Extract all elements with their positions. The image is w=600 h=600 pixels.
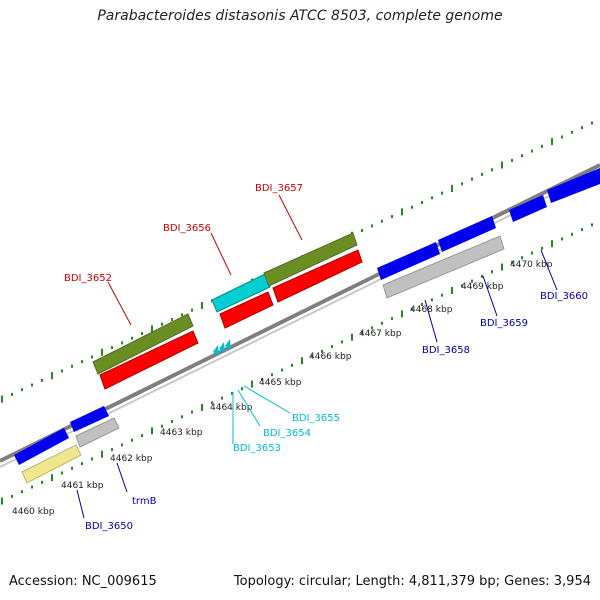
- gene-bdi-3656-red[interactable]: [219, 291, 274, 329]
- label-leaders: [76, 194, 558, 519]
- label-bdi-3652: BDI_3652: [64, 273, 112, 284]
- label-bdi-3653: BDI_3653: [233, 443, 281, 454]
- kbp-label: 4461 kbp: [61, 481, 104, 491]
- kbp-label: 4470 kbp: [510, 260, 553, 270]
- gene-trmb[interactable]: [75, 417, 120, 448]
- kbp-label: 4467 kbp: [359, 329, 402, 339]
- topology-text: Topology: circular; Length: 4,811,379 bp…: [233, 574, 591, 589]
- gene-blue-right-edge[interactable]: [547, 168, 600, 203]
- kbp-label: 4468 kbp: [410, 305, 453, 315]
- kbp-label: 4463 kbp: [160, 428, 203, 438]
- gene-labels: BDI_3652 BDI_3656 BDI_3657 BDI_3650 trmB…: [64, 183, 588, 532]
- kbp-scale: 4460 kbp 4461 kbp 4462 kbp 4463 kbp 4464…: [12, 260, 553, 517]
- gene-blue-left-2[interactable]: [70, 406, 109, 432]
- label-bdi-3654: BDI_3654: [263, 428, 311, 439]
- gene-bdi-3657-red[interactable]: [272, 249, 363, 303]
- label-bdi-3657: BDI_3657: [255, 183, 303, 194]
- kbp-label: 4462 kbp: [110, 454, 153, 464]
- label-bdi-3660: BDI_3660: [540, 291, 588, 302]
- gene-features: [14, 168, 600, 484]
- gene-bdi-3652-green[interactable]: [92, 313, 194, 375]
- gene-blue-left-1[interactable]: [14, 428, 69, 465]
- gene-bdi-3657-green[interactable]: [263, 232, 358, 287]
- gene-bdi-3650[interactable]: [21, 444, 82, 484]
- kbp-label: 4465 kbp: [259, 378, 302, 388]
- kbp-label: 4469 kbp: [461, 282, 504, 292]
- accession-text: Accession: NC_009615: [9, 574, 157, 589]
- label-bdi-3650: BDI_3650: [85, 521, 133, 532]
- gene-bdi-3656-cyan[interactable]: [211, 273, 271, 313]
- label-bdi-3656: BDI_3656: [163, 223, 211, 234]
- tick-rail-lower: [1, 223, 593, 505]
- gene-bdi-3660-blue[interactable]: [509, 195, 547, 222]
- gene-bdi-3652-red[interactable]: [99, 330, 199, 390]
- kbp-label: 4466 kbp: [309, 352, 352, 362]
- kbp-label: 4460 kbp: [12, 507, 55, 517]
- label-trmb: trmB: [132, 496, 157, 507]
- map-title: Parabacteroides distasonis ATCC 8503, co…: [97, 8, 503, 24]
- kbp-label: 4464 kbp: [210, 403, 253, 413]
- label-bdi-3658: BDI_3658: [422, 345, 470, 356]
- gene-bdi-3658-gray[interactable]: [382, 235, 505, 299]
- label-bdi-3659: BDI_3659: [480, 318, 528, 329]
- gene-bdi-3659-blue[interactable]: [438, 216, 496, 252]
- gene-bdi-3658-blue[interactable]: [377, 242, 440, 280]
- label-bdi-3655: BDI_3655: [292, 413, 340, 424]
- gene-bdi-3653-3655-cluster[interactable]: [213, 339, 231, 356]
